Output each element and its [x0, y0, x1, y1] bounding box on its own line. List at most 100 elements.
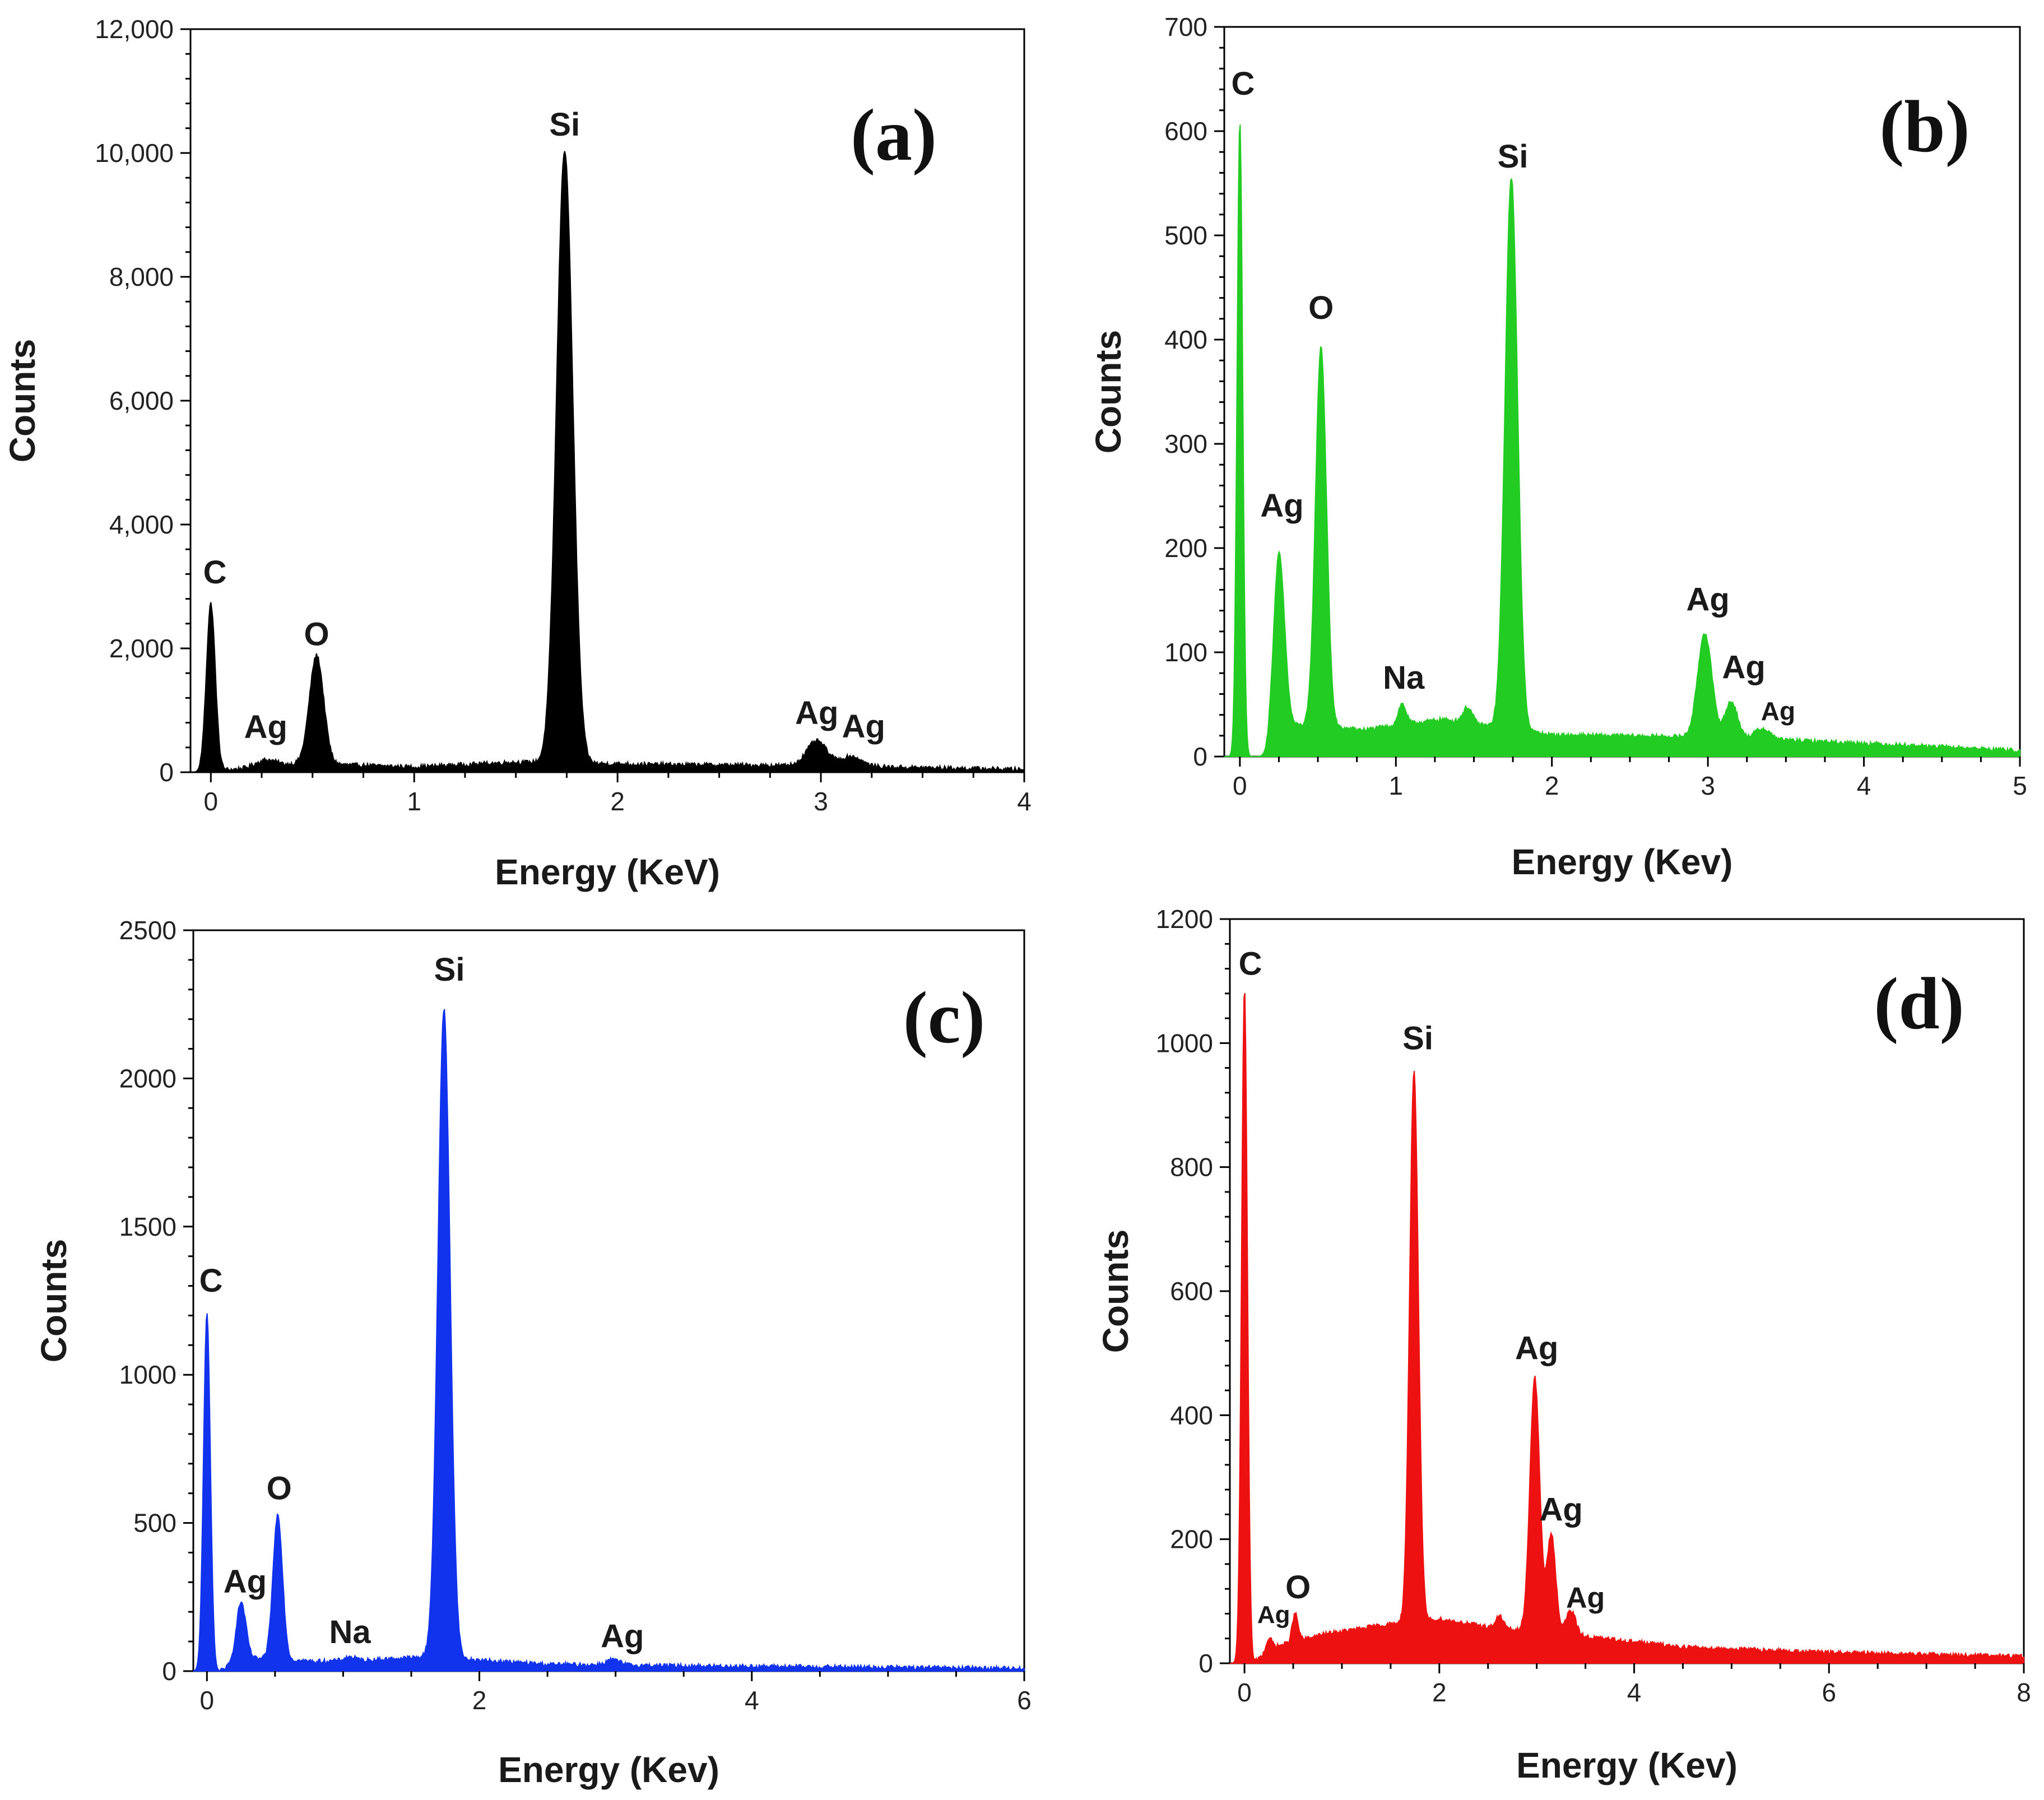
peak-label-c: Si [434, 952, 465, 988]
spectrum-area-b [1224, 124, 2020, 757]
peak-label-d: Ag [1515, 1330, 1558, 1367]
y-tick-label-d: 1200 [1156, 904, 1213, 934]
peak-label-b: C [1231, 66, 1255, 102]
peak-label-c: Ag [601, 1618, 644, 1655]
panel-a: 0 2,000 4,000 6,000 8,000 10,000 12,000 0 1 2 3 4 En… [2, 15, 1032, 892]
peak-label-c: C [199, 1263, 223, 1299]
spectrum-area-a [191, 151, 1025, 773]
y-tick-label-a: 10,000 [95, 138, 174, 168]
peak-label-a: Ag [244, 709, 287, 745]
peak-label-a: C [203, 554, 227, 591]
y-tick-label-a: 4,000 [109, 510, 174, 539]
peak-label-b: O [1308, 290, 1334, 326]
y-tick-label-b: 100 [1164, 638, 1207, 667]
plot-frame-d [1229, 918, 2025, 1664]
peak-label-d: O [1285, 1569, 1311, 1606]
peak-label-a: Ag [795, 695, 838, 731]
peak-label-b: Si [1498, 138, 1529, 175]
y-tick-label-d: 0 [1198, 1649, 1213, 1678]
y-tick-label-a: 6,000 [109, 386, 174, 415]
peak-label-d: Ag [1539, 1491, 1582, 1528]
y-tick-label-d: 400 [1170, 1400, 1213, 1430]
y-tick-label-d: 1000 [1156, 1028, 1213, 1057]
y-axis-title-d: Counts [1095, 1230, 1136, 1353]
plot-frame-b [1223, 26, 2021, 758]
x-tick-label-d: 6 [1822, 1678, 1836, 1707]
x-tick-label-a: 2 [610, 787, 625, 816]
panel-d: 0 200 400 600 800 1000 1200 0 2 4 6 8 Energy (Kev) Co… [1095, 904, 2031, 1785]
y-tick-label-c: 1000 [119, 1360, 176, 1389]
x-tick-label-d: 4 [1627, 1678, 1642, 1707]
x-tick-label-c: 2 [472, 1686, 487, 1715]
y-axis-title-a: Counts [2, 339, 43, 462]
x-tick-label-a: 4 [1017, 787, 1032, 816]
y-tick-label-a: 0 [159, 758, 174, 787]
plot-frame-c [192, 929, 1025, 1672]
panel-c: 0 500 1000 1500 2000 2500 0 2 4 6 Energy (Kev) Coun… [34, 916, 1032, 1790]
y-tick-label-c: 2500 [119, 916, 176, 945]
x-tick-label-d: 0 [1237, 1678, 1252, 1707]
plot-frame-a [189, 28, 1025, 773]
y-tick-label-b: 300 [1164, 429, 1207, 458]
spectrum-area-c [193, 1009, 1025, 1672]
peak-label-b: Ag [1761, 697, 1795, 726]
y-tick-label-c: 1500 [119, 1212, 176, 1241]
x-tick-label-b: 4 [1857, 771, 1871, 800]
y-tick-label-a: 8,000 [109, 262, 174, 291]
peak-label-d: Ag [1257, 1601, 1290, 1629]
y-tick-label-c: 2000 [119, 1064, 176, 1093]
y-tick-label-c: 500 [133, 1509, 176, 1538]
x-axis-title-b: Energy (Kev) [1512, 842, 1733, 882]
x-tick-label-b: 2 [1545, 771, 1559, 800]
spectrum-area-d [1230, 992, 2024, 1664]
peak-label-c: Na [329, 1614, 371, 1650]
x-tick-label-a: 1 [407, 787, 421, 816]
peak-label-a: O [304, 616, 329, 652]
peak-label-b: Ag [1686, 582, 1729, 618]
x-tick-label-b: 0 [1233, 771, 1247, 800]
y-tick-label-b: 700 [1164, 12, 1207, 41]
y-tick-label-b: 200 [1164, 533, 1207, 563]
y-tick-label-d: 800 [1170, 1153, 1213, 1182]
panel-tag-c: (c) [903, 976, 986, 1059]
peak-label-b: Ag [1260, 488, 1303, 524]
y-tick-label-c: 0 [162, 1657, 176, 1686]
y-tick-label-b: 0 [1193, 742, 1207, 771]
x-axis-title-a: Energy (KeV) [495, 852, 720, 892]
panel-tag-b: (b) [1879, 85, 1969, 168]
y-tick-label-b: 400 [1164, 325, 1207, 354]
x-tick-label-b: 1 [1388, 771, 1403, 800]
x-tick-label-d: 2 [1432, 1678, 1447, 1707]
x-tick-label-b: 3 [1701, 771, 1715, 800]
y-tick-label-d: 200 [1170, 1525, 1213, 1554]
peak-label-c: Ag [224, 1564, 267, 1600]
y-tick-label-d: 600 [1170, 1277, 1213, 1306]
x-tick-label-c: 6 [1017, 1686, 1032, 1715]
panel-b: 0 100 200 300 400 500 600 700 0 1 2 3 4 5 Energy (Kev)… [1088, 12, 2027, 882]
x-axis-title-c: Energy (Kev) [498, 1750, 719, 1790]
peak-label-d: C [1239, 946, 1262, 982]
x-tick-label-c: 0 [200, 1686, 215, 1715]
y-tick-label-b: 500 [1164, 221, 1207, 250]
y-axis-title-c: Counts [34, 1239, 74, 1362]
x-tick-label-a: 3 [814, 787, 828, 816]
peak-label-c: O [267, 1470, 292, 1506]
x-axis-title-d: Energy (Kev) [1516, 1745, 1738, 1785]
panel-tag-d: (d) [1874, 962, 1964, 1045]
y-tick-label-b: 600 [1164, 117, 1207, 146]
x-tick-label-a: 0 [203, 787, 218, 816]
x-tick-label-b: 5 [2013, 771, 2027, 800]
peak-label-a: Si [549, 106, 580, 143]
x-tick-label-c: 4 [745, 1686, 759, 1715]
y-axis-title-b: Counts [1088, 330, 1128, 453]
x-tick-label-d: 8 [2017, 1678, 2031, 1707]
y-tick-label-a: 2,000 [109, 634, 174, 663]
peak-label-d: Si [1402, 1020, 1433, 1056]
peak-label-b: Ag [1722, 650, 1766, 686]
panel-tag-a: (a) [851, 94, 937, 176]
peak-label-b: Na [1383, 660, 1425, 696]
peak-label-a: Ag [842, 708, 885, 745]
peak-label-d: Ag [1566, 1581, 1605, 1614]
y-tick-label-a: 12,000 [95, 15, 174, 44]
